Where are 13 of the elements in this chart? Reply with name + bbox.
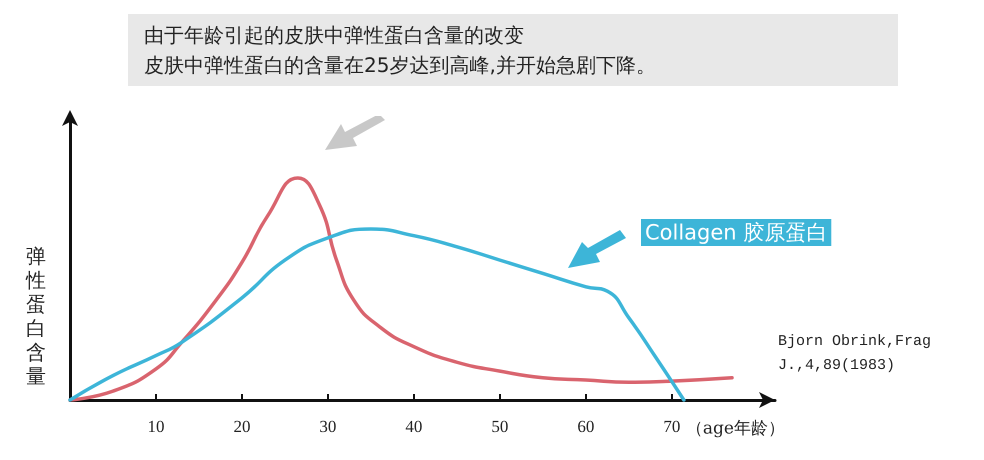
- x-tick-label: 40: [405, 417, 422, 436]
- x-tick-label: 70: [663, 417, 680, 436]
- text: Bjorn Obrink,Frag J.,4,89(1983): [778, 332, 932, 376]
- x-tick-label: 50: [491, 417, 508, 436]
- y-axis-title: 弹性蛋白含量: [26, 244, 47, 388]
- text: Collagen 胶原蛋白: [645, 220, 828, 244]
- chart-title: 由于年龄引起的皮肤中弹性蛋白含量的改变: [144, 22, 525, 49]
- x-tick-label: 60: [577, 417, 594, 436]
- x-tick-label: 10: [147, 417, 164, 436]
- x-axis-title: （age年龄）: [686, 418, 785, 438]
- chart-subtitle: 皮肤中弹性蛋白的含量在25岁达到高峰,并开始急剧下降。: [144, 52, 657, 79]
- x-tick-label: 30: [319, 417, 336, 436]
- x-tick-label: 20: [233, 417, 250, 436]
